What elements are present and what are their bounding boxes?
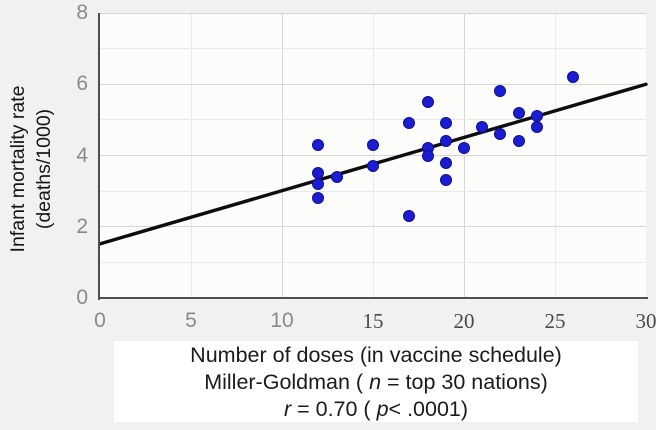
data-point (421, 96, 434, 109)
trend-line (98, 82, 648, 246)
y-tick-label: 6 (76, 72, 88, 96)
gridline-horizontal (100, 83, 646, 85)
data-point (330, 170, 343, 183)
y-tick-label: 8 (76, 1, 88, 24)
data-point (476, 121, 489, 133)
x-tick-label: 0 (94, 309, 106, 332)
data-point (403, 117, 416, 130)
data-point (439, 156, 452, 169)
data-point (367, 138, 379, 151)
gridline-horizontal (100, 48, 646, 50)
data-point (312, 192, 325, 205)
gridline-horizontal (100, 226, 646, 228)
x-axis-line (98, 297, 648, 299)
y-tick-label: 2 (76, 214, 88, 238)
x-tick-label: 30 (635, 309, 656, 333)
data-point (439, 117, 452, 130)
caption-line-stats: r = 0.70 ( p< .0001) (283, 397, 469, 421)
x-tick-label: 20 (453, 309, 475, 333)
data-point (512, 135, 525, 148)
data-point (439, 135, 452, 148)
data-point (530, 121, 543, 133)
plot-area (98, 12, 648, 298)
x-tick-label: 15 (362, 309, 384, 333)
caption-line-xlabel: Number of doses (in vaccine schedule) (190, 343, 562, 367)
data-point (439, 174, 452, 187)
data-point (403, 210, 416, 223)
data-point (312, 138, 325, 151)
data-point (494, 128, 507, 141)
gridline-horizontal (100, 12, 646, 14)
data-point (312, 178, 325, 190)
data-point (494, 85, 507, 98)
data-point (512, 106, 525, 119)
gridline-horizontal (100, 119, 646, 121)
y-axis-line (98, 13, 100, 300)
gridline-horizontal (100, 190, 646, 192)
data-point (458, 142, 470, 155)
data-point (367, 160, 379, 173)
caption-box: Number of doses (in vaccine schedule) Mi… (114, 341, 638, 422)
x-tick-label: 25 (544, 309, 566, 333)
x-tick-label: 10 (270, 309, 294, 332)
data-point (567, 71, 580, 84)
gridline-horizontal (100, 155, 646, 156)
y-axis-title-line1: Infant mortality rate (7, 85, 29, 253)
y-tick-label: 0 (76, 286, 88, 309)
gridline-horizontal (100, 261, 646, 263)
data-point (421, 149, 434, 162)
x-tick-label: 5 (185, 309, 197, 332)
caption-line-source: Miller-Goldman ( n = top 30 nations) (204, 370, 548, 394)
y-tick-label: 4 (76, 143, 88, 167)
